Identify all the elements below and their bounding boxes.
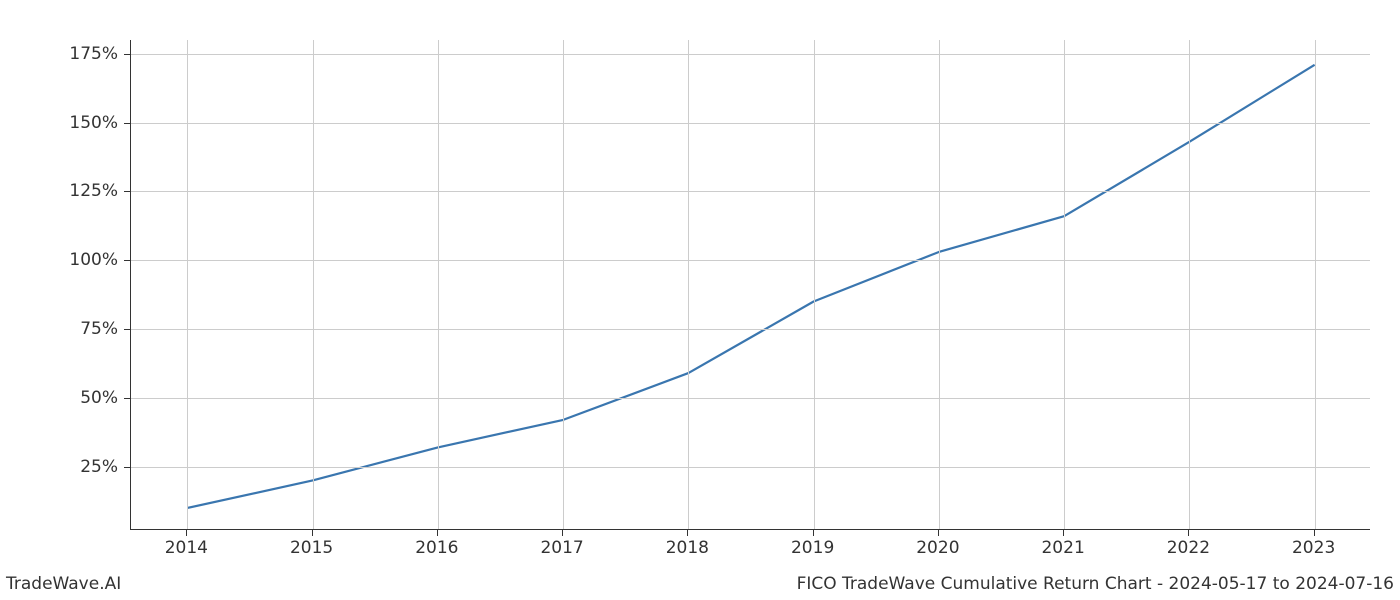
y-tick-mark [124,123,130,124]
x-tick-label: 2018 [666,538,709,558]
x-tick-label: 2015 [290,538,333,558]
y-tick-mark [124,54,130,55]
x-tick-mark [687,530,688,536]
footer-right-text: FICO TradeWave Cumulative Return Chart -… [797,574,1394,594]
x-tick-mark [562,530,563,536]
plot-area [130,40,1370,530]
y-tick-mark [124,260,130,261]
x-tick-mark [813,530,814,536]
x-tick-label: 2016 [415,538,458,558]
grid-line-vertical [939,40,940,529]
grid-line-vertical [1315,40,1316,529]
x-tick-mark [437,530,438,536]
x-tick-label: 2022 [1167,538,1210,558]
y-tick-mark [124,329,130,330]
y-tick-label: 100% [69,250,118,270]
grid-line-horizontal [131,191,1370,192]
y-tick-label: 150% [69,113,118,133]
grid-line-vertical [187,40,188,529]
y-tick-label: 75% [80,319,118,339]
x-tick-label: 2017 [540,538,583,558]
y-tick-label: 125% [69,181,118,201]
x-tick-mark [938,530,939,536]
footer-left-text: TradeWave.AI [6,574,121,594]
line-series [131,40,1371,530]
grid-line-horizontal [131,123,1370,124]
x-tick-label: 2021 [1041,538,1084,558]
y-tick-label: 25% [80,457,118,477]
x-tick-mark [1314,530,1315,536]
y-tick-mark [124,398,130,399]
grid-line-vertical [688,40,689,529]
x-tick-label: 2014 [165,538,208,558]
grid-line-vertical [1189,40,1190,529]
x-tick-mark [312,530,313,536]
grid-line-vertical [814,40,815,529]
grid-line-horizontal [131,398,1370,399]
grid-line-horizontal [131,467,1370,468]
return-line [187,65,1314,508]
x-tick-label: 2020 [916,538,959,558]
y-tick-label: 50% [80,388,118,408]
x-tick-label: 2023 [1292,538,1335,558]
x-tick-mark [1188,530,1189,536]
x-tick-mark [1063,530,1064,536]
y-tick-mark [124,467,130,468]
grid-line-horizontal [131,329,1370,330]
grid-line-vertical [313,40,314,529]
grid-line-vertical [563,40,564,529]
grid-line-vertical [1064,40,1065,529]
x-tick-mark [186,530,187,536]
x-tick-label: 2019 [791,538,834,558]
grid-line-horizontal [131,54,1370,55]
grid-line-vertical [438,40,439,529]
chart-container: TradeWave.AI FICO TradeWave Cumulative R… [0,0,1400,600]
grid-line-horizontal [131,260,1370,261]
y-tick-label: 175% [69,44,118,64]
y-tick-mark [124,191,130,192]
